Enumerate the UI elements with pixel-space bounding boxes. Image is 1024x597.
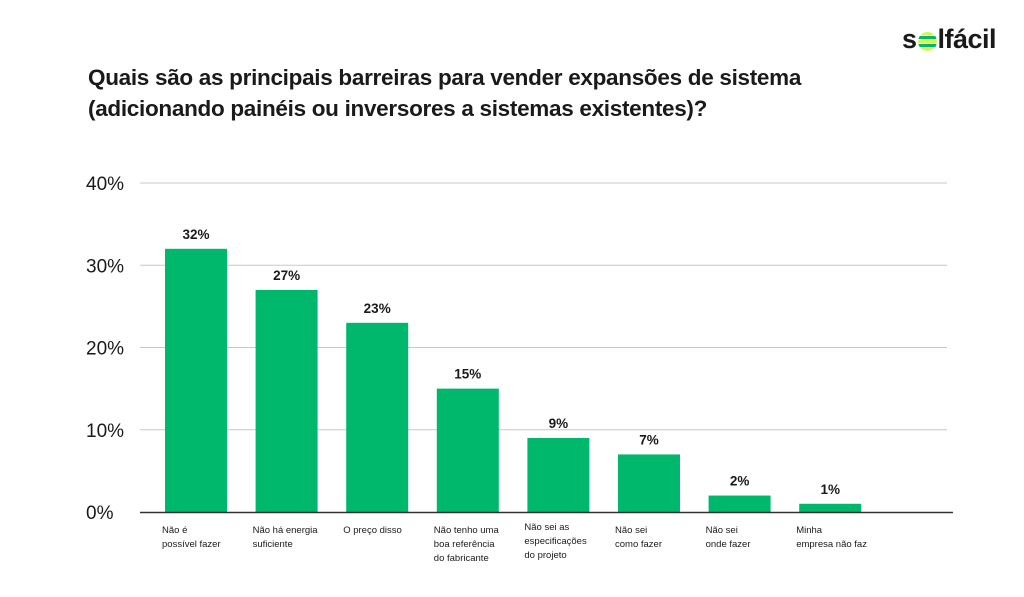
- x-tick-line: boa referência: [433, 539, 495, 550]
- data-label: 27%: [273, 268, 300, 283]
- x-tick-line: O preço disso: [343, 525, 402, 536]
- x-tick-line: do projeto: [524, 550, 567, 561]
- x-tick-line: onde fazer: [705, 539, 751, 550]
- bar: [708, 495, 771, 512]
- x-tick-label: Não sei as especificações do projeto: [524, 521, 614, 563]
- x-tick-line: empresa não faz: [796, 539, 867, 550]
- bar: [165, 248, 227, 513]
- x-tick-line: especificações: [524, 536, 587, 547]
- data-label: 23%: [364, 301, 391, 316]
- x-tick-label: O preço disso: [343, 524, 433, 538]
- bar: [255, 289, 318, 512]
- x-tick-line: suficiente: [252, 539, 293, 550]
- x-tick-label: Não sei onde fazer: [706, 524, 796, 552]
- data-label: 9%: [549, 416, 569, 431]
- data-label: 15%: [454, 367, 481, 382]
- x-tick-line: Não sei as: [524, 522, 570, 533]
- x-tick-line: possível fazer: [162, 539, 221, 550]
- logo-text-start: s: [902, 24, 917, 54]
- y-tick-label: 10%: [86, 421, 124, 442]
- y-tick-label: 30%: [86, 256, 124, 277]
- x-tick-label: Minha empresa não faz: [796, 524, 886, 552]
- y-tick-label: 20%: [86, 339, 124, 360]
- logo-text-end: lfácil: [937, 24, 997, 54]
- data-label: 7%: [639, 432, 659, 447]
- data-label: 1%: [820, 482, 840, 497]
- chart-title: Quais são as principais barreiras para v…: [88, 65, 802, 121]
- solfacil-logo: s lfácil: [902, 24, 997, 55]
- x-tick-line: Não sei: [705, 525, 738, 536]
- sun-icon: [917, 32, 937, 51]
- x-tick-line: do fabricante: [433, 553, 489, 564]
- x-tick-label: Não tenho uma boa referência do fabricante: [434, 524, 524, 566]
- y-tick-label: 40%: [86, 174, 124, 195]
- x-tick-line: Não sei: [615, 525, 648, 536]
- data-label: 2%: [730, 474, 750, 489]
- bar: [346, 322, 409, 512]
- x-tick-line: Não há energia: [252, 525, 318, 536]
- x-tick-line: como fazer: [615, 539, 662, 550]
- x-tick-line: Minha: [796, 525, 823, 536]
- x-tick-line: Não tenho uma: [433, 525, 499, 536]
- bar: [527, 437, 590, 512]
- bar: [799, 503, 862, 512]
- bar: [618, 454, 680, 512]
- x-tick-label: Não sei como fazer: [615, 524, 705, 552]
- data-label: 32%: [182, 227, 209, 242]
- bar: [436, 388, 499, 512]
- x-tick-line: Não é: [162, 525, 188, 536]
- x-tick-label: Não há energia suficiente: [253, 524, 343, 552]
- y-tick-label: 0%: [86, 503, 114, 524]
- x-tick-label: Não é possível fazer: [162, 524, 252, 552]
